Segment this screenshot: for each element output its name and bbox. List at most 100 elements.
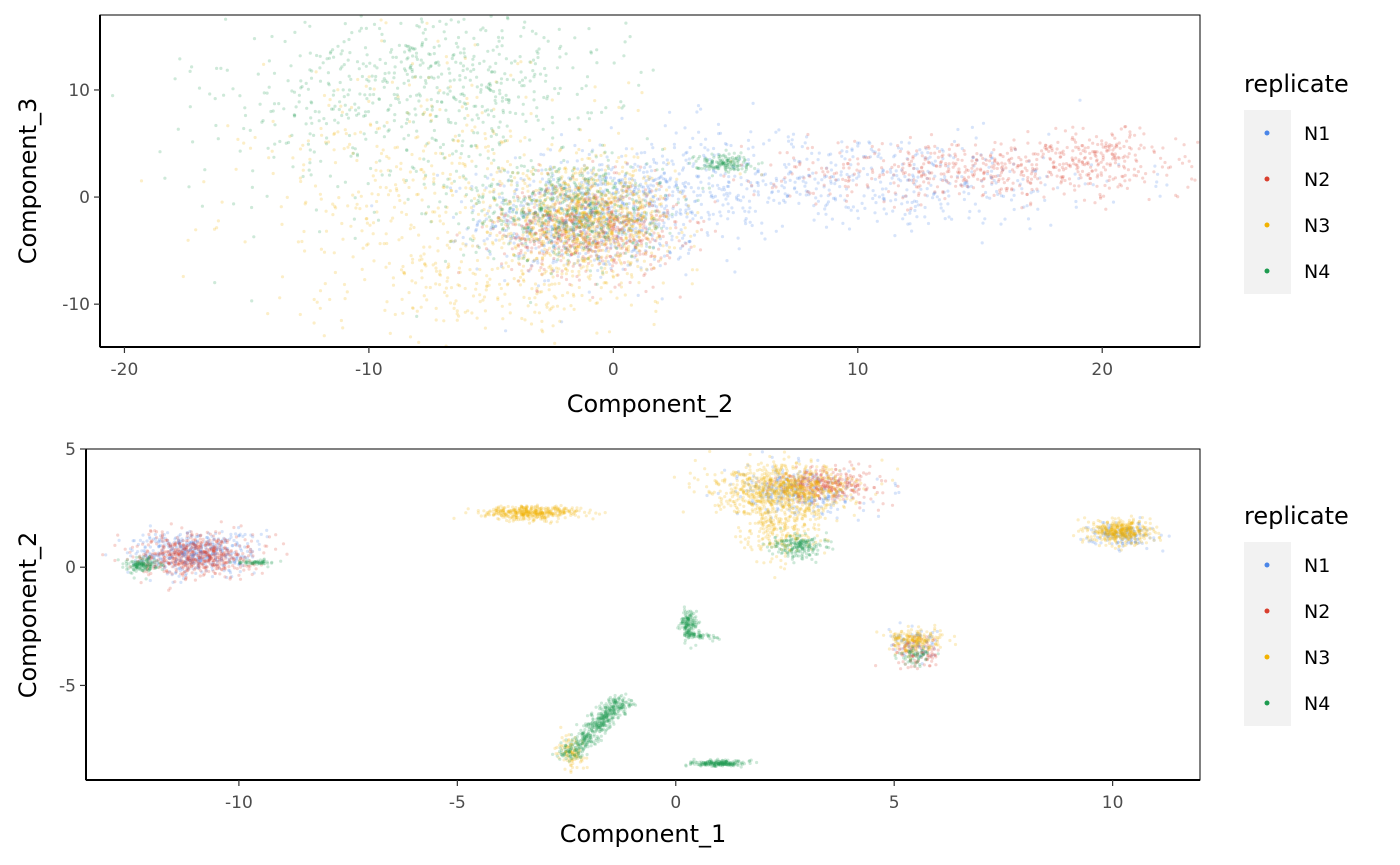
data-point — [605, 254, 609, 258]
data-point — [567, 244, 571, 248]
data-point — [407, 185, 411, 190]
data-point — [248, 128, 252, 132]
data-point — [1027, 159, 1031, 163]
data-point — [358, 92, 362, 96]
data-point — [793, 186, 797, 190]
data-point — [871, 196, 875, 201]
data-point — [639, 229, 643, 233]
data-point — [1110, 132, 1114, 136]
data-point — [846, 179, 850, 183]
data-point — [620, 215, 624, 219]
data-point — [613, 181, 618, 186]
data-point — [559, 259, 563, 263]
data-point — [371, 221, 376, 225]
data-point — [596, 225, 600, 229]
data-point — [609, 182, 613, 186]
data-point — [550, 143, 554, 147]
data-point — [437, 63, 441, 67]
data-point — [660, 218, 665, 222]
data-point — [609, 290, 613, 294]
data-point — [597, 221, 602, 225]
data-point — [586, 182, 590, 186]
data-point — [484, 217, 488, 221]
data-point — [674, 180, 678, 184]
data-point — [364, 217, 368, 221]
data-point — [460, 105, 464, 109]
data-point — [633, 246, 638, 250]
data-point — [666, 210, 670, 215]
data-point — [379, 151, 384, 156]
data-point — [1018, 184, 1022, 188]
data-point — [139, 179, 144, 183]
data-point — [600, 221, 604, 225]
data-point — [845, 194, 850, 198]
data-point — [478, 300, 482, 304]
data-point — [698, 248, 703, 252]
data-point — [571, 207, 575, 211]
data-point — [816, 181, 820, 185]
data-point — [343, 22, 347, 26]
data-point — [677, 231, 681, 235]
data-point — [594, 229, 599, 233]
data-point — [551, 275, 555, 279]
data-point — [588, 202, 592, 206]
data-point — [946, 189, 950, 193]
data-point — [644, 181, 648, 185]
data-point — [1095, 158, 1099, 162]
data-point — [559, 206, 564, 210]
data-point — [384, 21, 388, 25]
data-point — [749, 130, 753, 134]
data-point — [685, 215, 689, 219]
data-point — [271, 171, 275, 176]
data-point — [393, 113, 397, 117]
data-point — [1007, 177, 1011, 181]
data-point — [822, 185, 826, 189]
data-point — [577, 188, 581, 193]
data-point — [586, 191, 590, 195]
data-point — [689, 245, 693, 249]
data-point — [582, 229, 587, 233]
data-point — [494, 95, 498, 99]
data-point — [922, 162, 926, 166]
data-point — [750, 183, 754, 188]
data-point — [617, 105, 621, 109]
data-point — [495, 80, 499, 85]
data-point — [1117, 141, 1121, 145]
data-point — [586, 216, 590, 220]
data-point — [801, 175, 805, 179]
data-point — [577, 225, 581, 229]
data-point — [650, 237, 655, 241]
data-point — [1133, 153, 1137, 157]
data-point — [525, 184, 530, 188]
data-point — [324, 142, 329, 146]
data-point — [476, 220, 480, 224]
data-point — [668, 251, 672, 255]
data-point — [531, 259, 535, 264]
data-point — [618, 197, 623, 201]
data-point — [1060, 176, 1065, 180]
data-point — [688, 239, 692, 243]
data-point — [399, 167, 403, 171]
data-point — [643, 191, 647, 195]
data-point — [692, 162, 696, 166]
data-point — [1035, 163, 1039, 167]
data-point — [617, 178, 621, 182]
data-point — [695, 194, 700, 198]
data-point — [653, 238, 657, 242]
data-point — [584, 181, 588, 185]
data-point — [516, 62, 520, 66]
data-point — [646, 228, 650, 232]
data-point — [663, 124, 667, 128]
data-point — [603, 232, 607, 236]
data-point — [623, 220, 627, 224]
data-point — [568, 177, 573, 181]
data-point — [314, 70, 318, 74]
data-point — [623, 293, 627, 297]
data-point — [372, 259, 376, 263]
data-point — [941, 157, 945, 161]
data-point — [591, 172, 595, 176]
data-point — [530, 228, 534, 232]
data-point — [622, 202, 626, 206]
data-point — [421, 149, 426, 153]
data-point — [908, 163, 913, 167]
